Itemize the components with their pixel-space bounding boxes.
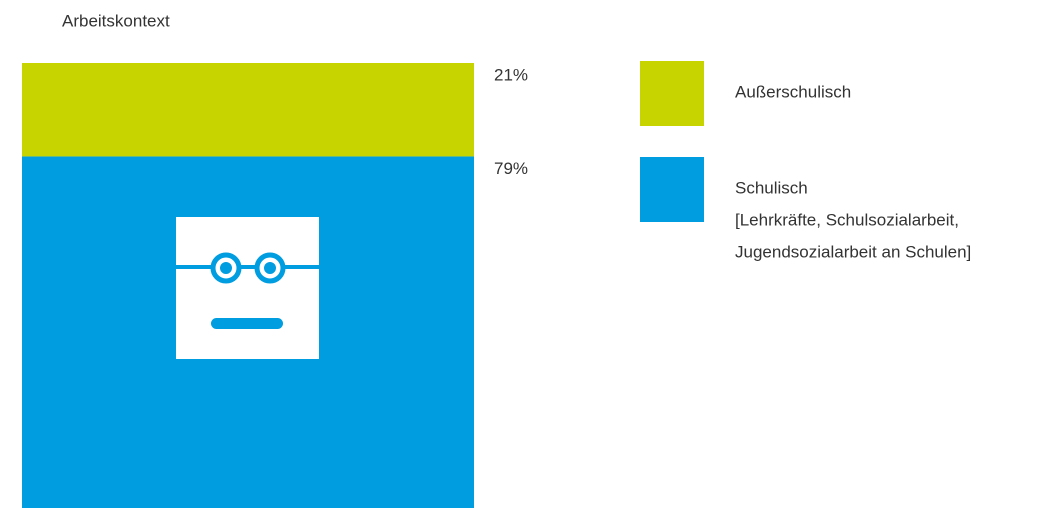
value-label: 21%	[494, 65, 528, 84]
legend-label: Schulisch	[735, 178, 808, 197]
legend-description: Jugendsozialarbeit an Schulen]	[735, 242, 971, 261]
legend-swatch	[640, 61, 704, 126]
chart-title: Arbeitskontext	[62, 11, 170, 30]
value-label: 79%	[494, 159, 528, 178]
legend-swatch	[640, 157, 704, 222]
bar-stack	[22, 63, 474, 508]
bar-segment	[22, 63, 474, 157]
legend-label: Außerschulisch	[735, 82, 851, 101]
legend-description: [Lehrkräfte, Schulsozialarbeit,	[735, 210, 959, 229]
face-icon	[176, 217, 319, 359]
